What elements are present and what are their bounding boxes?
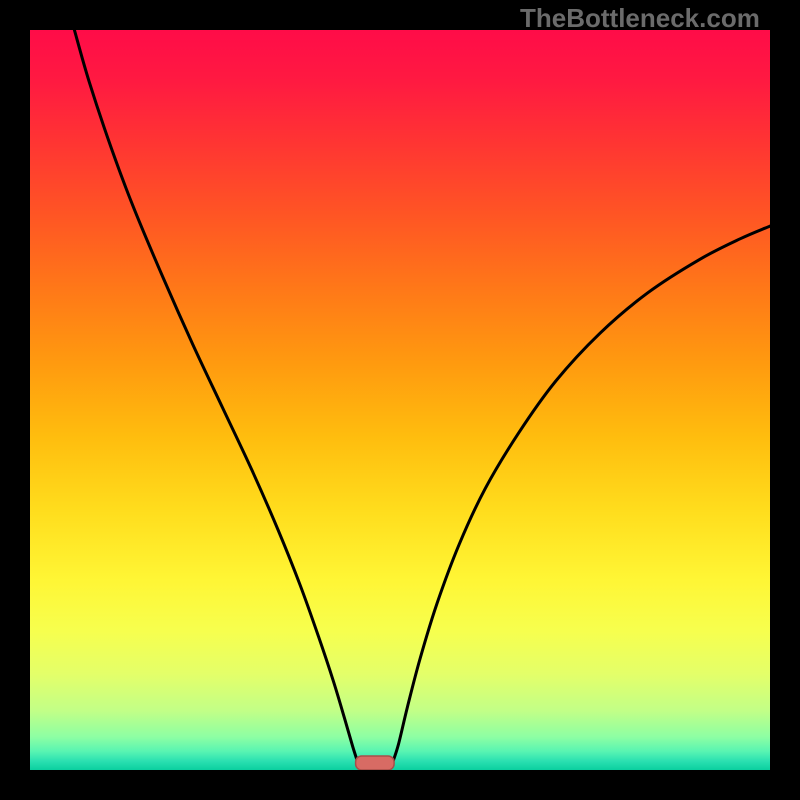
- gradient-background: [30, 30, 770, 770]
- plot-svg: [30, 30, 770, 770]
- watermark-label: TheBottleneck.com: [520, 3, 760, 34]
- highlight-bar: [356, 756, 394, 770]
- plot-area: [30, 30, 770, 770]
